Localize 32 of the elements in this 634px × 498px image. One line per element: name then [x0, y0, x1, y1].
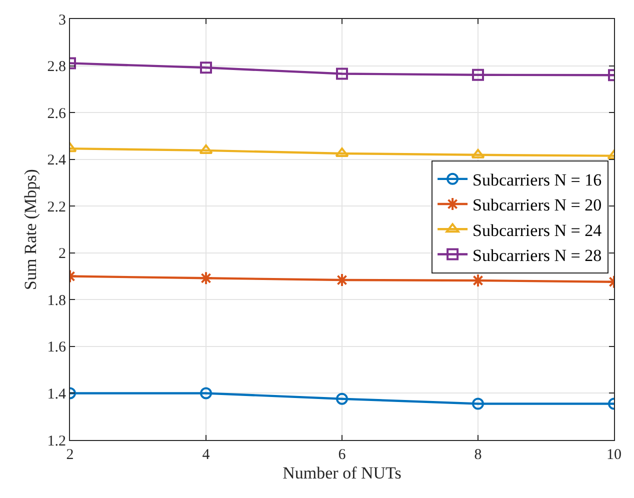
x-tick-label: 10 — [606, 447, 622, 463]
y-tick-label: 2.8 — [47, 59, 66, 76]
point — [199, 271, 213, 286]
y-tick-label: 2 — [58, 246, 66, 262]
x-tick-label: 4 — [202, 447, 210, 463]
y-tick-label: 1.8 — [47, 292, 66, 309]
y-tick-label: 1.4 — [47, 386, 66, 402]
point — [200, 62, 212, 74]
legend-label: Subcarriers N = 28 — [472, 246, 602, 265]
y-axis-title: Sum Rate (Mbps) — [20, 169, 40, 290]
y-tick-label: 3 — [58, 12, 66, 28]
point — [199, 144, 213, 154]
y-tick-label: 2.4 — [47, 152, 66, 169]
point — [472, 398, 484, 410]
point — [336, 392, 348, 405]
legend-label: Subcarriers N = 20 — [472, 196, 602, 215]
point — [471, 148, 485, 158]
x-tick-label: 6 — [338, 447, 346, 463]
y-tick-label: 2.2 — [47, 199, 66, 216]
point — [472, 68, 484, 81]
point — [335, 147, 349, 157]
legend-label: Subcarriers N = 16 — [472, 170, 602, 190]
legend-label: Subcarriers N = 24 — [472, 220, 602, 240]
point — [200, 387, 212, 400]
y-tick-label: 1.2 — [47, 433, 66, 450]
y-tick-label: 1.6 — [47, 340, 66, 356]
point — [471, 273, 485, 288]
y-tick-label: 2.6 — [47, 106, 66, 122]
point — [335, 273, 349, 288]
point — [336, 68, 348, 80]
x-axis-title: Number of NUTs — [282, 463, 402, 482]
x-tick-label: 8 — [474, 447, 482, 463]
